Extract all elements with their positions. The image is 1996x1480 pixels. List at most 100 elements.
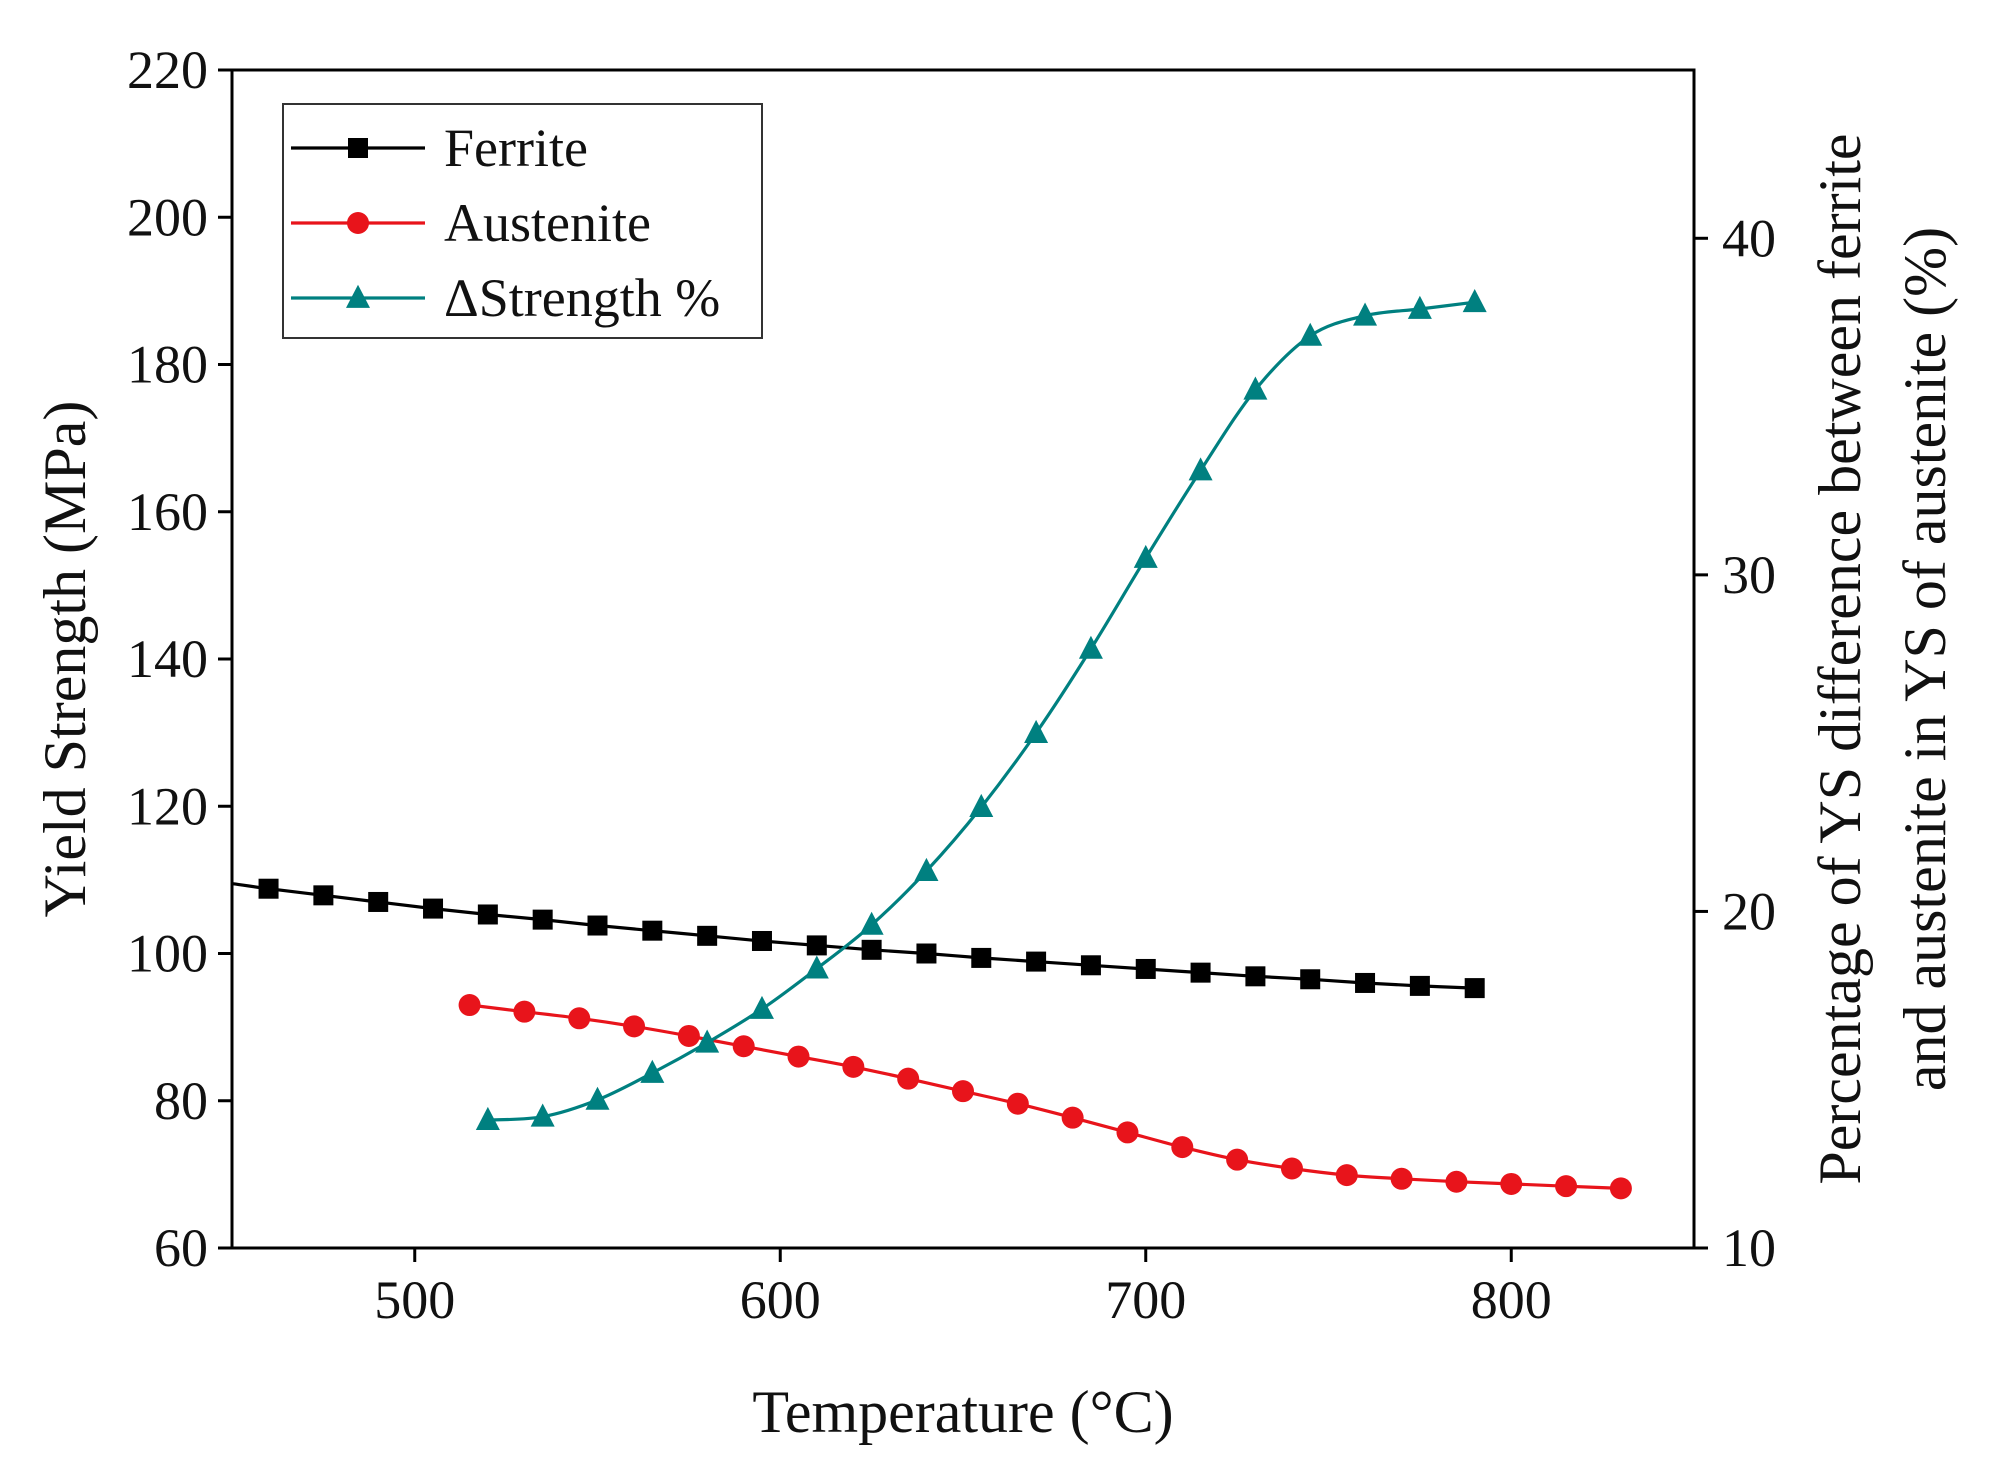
delta-strength-point (475, 1106, 500, 1131)
delta-strength-point (1188, 457, 1213, 481)
delta-strength-point (530, 1103, 555, 1127)
delta-strength-point (1024, 719, 1049, 743)
austenite-point (1226, 1148, 1249, 1171)
austenite-point (897, 1067, 920, 1090)
austenite-point (1500, 1172, 1523, 1195)
delta-strength-point (859, 911, 884, 935)
y2-tick-label: 40 (1722, 208, 1776, 268)
y2-tick-label: 30 (1722, 545, 1776, 605)
delta-strength-point (1407, 295, 1432, 319)
y-tick-label: 220 (127, 40, 208, 100)
austenite-point (1555, 1175, 1578, 1198)
austenite-point (568, 1007, 591, 1030)
delta-strength-point (1353, 302, 1378, 326)
ferrite-point (1300, 969, 1321, 990)
x-tick-label: 800 (1471, 1270, 1552, 1330)
x-tick-label: 500 (374, 1270, 455, 1330)
x-tick-label: 600 (740, 1270, 821, 1330)
ferrite-point (587, 915, 608, 936)
delta-strength-point (804, 955, 829, 979)
y-tick-label: 100 (127, 924, 208, 984)
ferrite-point (532, 909, 553, 930)
delta-strength-point (695, 1029, 720, 1053)
series-line-austenite (469, 1003, 1621, 1190)
series-ferrite (231, 878, 1485, 999)
austenite-point (1390, 1167, 1413, 1190)
austenite-point (952, 1080, 974, 1103)
series-layer (231, 289, 1632, 1200)
ferrite-point (806, 935, 827, 956)
austenite-point (1116, 1121, 1139, 1144)
legend-marker-delta-strength (346, 284, 370, 308)
austenite-point (1006, 1092, 1029, 1115)
y2-tick-label: 20 (1722, 881, 1776, 941)
austenite-point (677, 1024, 700, 1047)
legend: Ferrite Austenite ΔStrength % (282, 103, 763, 339)
ferrite-point (423, 898, 444, 919)
axes-layer: 500 600 700 800 60 80 100 120 140 160 180 200 220 10 2… (127, 40, 1776, 1330)
delta-strength-point (1243, 376, 1268, 400)
y-tick-label: 140 (127, 629, 208, 689)
legend-marker-ferrite (348, 138, 368, 158)
legend-entries (291, 138, 425, 308)
ferrite-point (697, 925, 718, 946)
ferrite-point (1464, 978, 1485, 999)
y-tick-label: 160 (127, 482, 208, 542)
austenite-point (1061, 1106, 1084, 1129)
y-axis-title: Yield Strength (MPa) (32, 401, 98, 918)
austenite-point (732, 1035, 755, 1058)
delta-strength-point (1078, 635, 1103, 659)
ferrite-point (1355, 972, 1376, 993)
austenite-point (1280, 1157, 1303, 1180)
y-tick-label: 200 (127, 187, 208, 247)
austenite-point (842, 1055, 865, 1078)
x-tick-label: 700 (1105, 1270, 1186, 1330)
austenite-point (1445, 1170, 1468, 1193)
ferrite-point (1245, 966, 1266, 987)
ferrite-point (313, 885, 334, 906)
legend-label-austenite: Austenite (444, 193, 651, 253)
delta-strength-point (1462, 289, 1487, 313)
ferrite-point (916, 943, 937, 964)
delta-strength-point (749, 995, 774, 1019)
ferrite-point (1409, 975, 1430, 996)
ferrite-point (368, 891, 389, 912)
legend-label-delta-strength: ΔStrength % (444, 268, 720, 328)
y-tick-label: 80 (154, 1071, 208, 1131)
delta-strength-point (914, 857, 939, 881)
ferrite-point (1080, 955, 1101, 976)
austenite-point (623, 1015, 646, 1038)
delta-strength-point (1133, 544, 1158, 568)
y2-tick-label: 10 (1722, 1218, 1776, 1278)
series-delta-strength (475, 289, 1487, 1131)
delta-strength-point (640, 1059, 665, 1083)
austenite-point (458, 994, 481, 1017)
ferrite-point (1190, 962, 1211, 983)
y2-axis-title-line1: Percentage of YS difference between ferr… (1807, 133, 1873, 1184)
ferrite-point (971, 947, 992, 968)
austenite-point (1609, 1177, 1632, 1200)
delta-strength-point (585, 1086, 610, 1110)
ferrite-point (258, 878, 279, 899)
legend-marker-austenite (347, 212, 369, 234)
y-tick-label: 60 (154, 1218, 208, 1278)
y-tick-label: 120 (127, 776, 208, 836)
austenite-point (1171, 1136, 1194, 1159)
ferrite-point (751, 930, 772, 951)
y-tick-label: 180 (127, 335, 208, 395)
ferrite-point (1135, 958, 1156, 979)
y2-axis-title-line2: and austenite in YS of austenite (%) (1892, 227, 1958, 1091)
delta-strength-point (969, 793, 994, 817)
ferrite-point (861, 939, 882, 960)
series-austenite (458, 994, 1632, 1200)
austenite-point (513, 1000, 536, 1023)
ferrite-point (1026, 951, 1047, 972)
ferrite-point (642, 920, 663, 941)
series-line-delta-strength (487, 300, 1475, 1122)
delta-strength-point (1298, 322, 1323, 346)
ferrite-point (477, 904, 498, 925)
x-axis-title: Temperature (°C) (752, 1379, 1173, 1445)
austenite-point (787, 1045, 810, 1068)
legend-label-ferrite: Ferrite (444, 118, 588, 178)
